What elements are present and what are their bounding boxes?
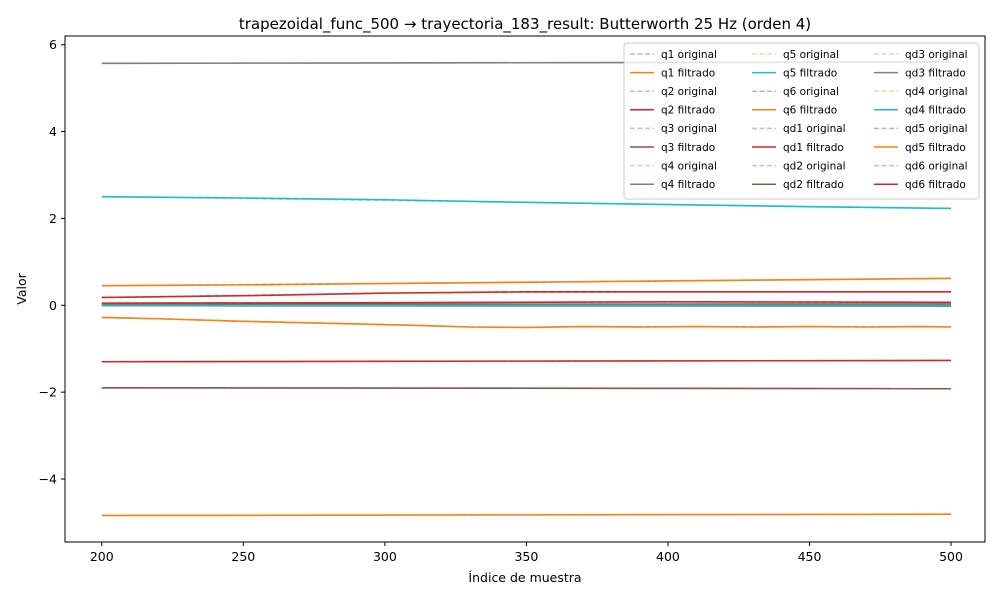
legend-label: qd3 filtrado [905, 67, 966, 79]
legend-label: q5 filtrado [783, 67, 837, 79]
legend-label: qd1 original [783, 123, 846, 135]
x-tick-label: 200 [90, 549, 114, 564]
legend: q1 original q1 filtrado q2 original q2 filt… [624, 43, 979, 199]
y-axis-label: Valor [14, 272, 29, 304]
legend-label: qd2 filtrado [783, 179, 844, 191]
legend-label: q5 original [783, 49, 839, 61]
legend-label: q4 filtrado [661, 179, 715, 191]
chart-title: trapezoidal_func_500 → trayectoria_183_r… [239, 15, 811, 34]
legend-box [624, 43, 979, 199]
legend-label: q3 filtrado [661, 142, 715, 154]
legend-label: qd3 original [905, 49, 968, 61]
legend-label: q6 original [783, 86, 839, 98]
legend-label: q1 original [661, 49, 717, 61]
legend-label: qd4 filtrado [905, 105, 966, 117]
y-tick-label: 6 [49, 37, 57, 52]
legend-label: q1 filtrado [661, 67, 715, 79]
legend-label: qd6 original [905, 160, 968, 172]
legend-label: qd5 original [905, 123, 968, 135]
x-tick-label: 250 [231, 549, 255, 564]
legend-label: qd6 filtrado [905, 179, 966, 191]
legend-label: q2 filtrado [661, 105, 715, 117]
y-tick-label: 4 [49, 124, 57, 139]
x-tick-label: 450 [798, 549, 822, 564]
legend-label: q4 original [661, 160, 717, 172]
legend-label: qd1 filtrado [783, 142, 844, 154]
legend-label: q2 original [661, 86, 717, 98]
legend-label: q6 filtrado [783, 105, 837, 117]
legend-label: qd5 filtrado [905, 142, 966, 154]
x-tick-label: 500 [939, 549, 963, 564]
x-axis-label: Índice de muestra [468, 570, 581, 585]
legend-label: qd4 original [905, 86, 968, 98]
x-tick-label: 400 [656, 549, 680, 564]
legend-label: qd2 original [783, 160, 846, 172]
x-tick-label: 350 [514, 549, 538, 564]
y-tick-label: −4 [39, 472, 57, 487]
y-tick-label: −2 [39, 385, 57, 400]
y-tick-label: 2 [49, 211, 57, 226]
legend-label: q3 original [661, 123, 717, 135]
y-tick-label: 0 [49, 298, 57, 313]
x-tick-label: 300 [373, 549, 397, 564]
series-line-q3-filtrado [102, 388, 951, 389]
